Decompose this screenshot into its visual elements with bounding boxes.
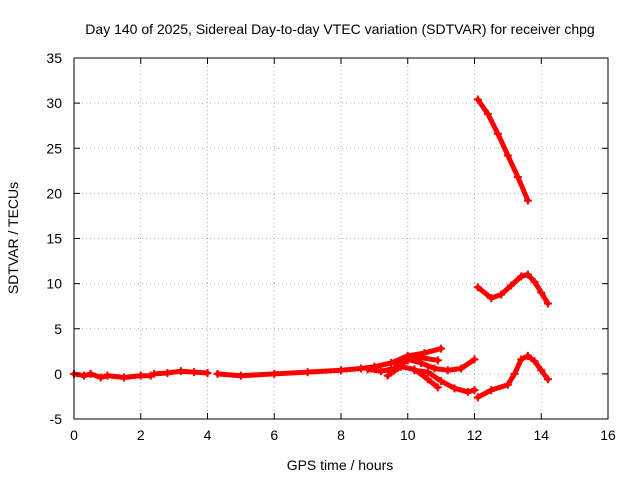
- data-point: [497, 290, 506, 299]
- data-point: [203, 368, 212, 377]
- y-tick-label: 20: [46, 185, 62, 201]
- data-point: [513, 173, 522, 182]
- data-point: [176, 367, 185, 376]
- x-tick-label: 14: [533, 427, 549, 443]
- data-point: [503, 380, 512, 389]
- data-point: [337, 366, 345, 375]
- series-trace-7: [410, 366, 479, 396]
- data-point: [470, 355, 479, 364]
- data-point: [363, 365, 372, 374]
- data-point: [473, 95, 482, 104]
- data-point: [136, 371, 145, 380]
- x-tick-label: 2: [137, 427, 145, 443]
- data-point: [517, 272, 526, 281]
- data-point: [390, 359, 399, 368]
- data-point: [507, 281, 516, 290]
- data-point: [523, 196, 532, 205]
- data-point: [430, 364, 439, 373]
- data-point: [80, 371, 89, 380]
- x-tick-label: 0: [70, 427, 78, 443]
- y-tick-label: 15: [46, 231, 62, 247]
- data-point: [270, 369, 279, 378]
- y-tick-label: 0: [54, 366, 62, 382]
- data-point: [457, 364, 466, 373]
- axis-ticks: 0 2 4 6 8 10 12 14 16 -5 0 5 10 15 20 25 30 35: [46, 50, 616, 443]
- y-axis-label: SDTVAR / TECUs: [5, 182, 21, 294]
- data-point: [517, 355, 526, 364]
- data-point: [473, 393, 482, 402]
- series-line: [475, 272, 551, 306]
- y-tick-label: -5: [50, 411, 63, 427]
- y-tick-label: 30: [46, 95, 62, 111]
- data-point: [437, 377, 446, 386]
- data-point: [537, 366, 546, 375]
- data-point: [537, 288, 546, 297]
- y-tick-label: 25: [46, 140, 62, 156]
- series-trace-10: [473, 95, 532, 205]
- data-point: [487, 386, 496, 395]
- data-point: [383, 371, 392, 380]
- data-point: [163, 368, 172, 377]
- data-point: [417, 359, 426, 368]
- data-point: [543, 299, 552, 308]
- data-point: [213, 369, 222, 378]
- y-tick-label: 10: [46, 276, 62, 292]
- data-point: [487, 294, 496, 303]
- data-point: [433, 356, 442, 365]
- x-tick-label: 6: [270, 427, 278, 443]
- x-tick-label: 4: [204, 427, 212, 443]
- data-point: [450, 384, 459, 393]
- data-point: [503, 151, 512, 160]
- data-point: [483, 109, 492, 118]
- y-tick-label: 5: [54, 321, 62, 337]
- data-point: [543, 375, 552, 384]
- series-trace-5: [390, 355, 479, 375]
- data-point: [523, 270, 532, 279]
- data-point: [530, 277, 539, 286]
- data-point: [433, 383, 442, 392]
- chart-title: Day 140 of 2025, Sidereal Day-to-day VTE…: [85, 21, 594, 37]
- x-tick-label: 10: [400, 427, 416, 443]
- data-point: [86, 369, 95, 378]
- data-point: [150, 369, 159, 378]
- data-point: [410, 366, 419, 375]
- grid: [74, 58, 608, 419]
- data-point: [443, 366, 452, 375]
- data-layer: [70, 95, 552, 402]
- data-point: [103, 371, 112, 380]
- data-point: [377, 367, 386, 376]
- data-point: [530, 357, 539, 366]
- data-point: [463, 387, 472, 396]
- series-line: [475, 97, 531, 204]
- data-point: [120, 373, 129, 382]
- series-trace-2: [150, 367, 212, 378]
- series-trace-1: [70, 369, 155, 382]
- data-point: [190, 368, 199, 377]
- data-point: [96, 373, 105, 382]
- y-tick-label: 35: [46, 50, 62, 66]
- data-point: [357, 364, 366, 373]
- x-axis-label: GPS time / hours: [287, 457, 394, 473]
- x-tick-label: 16: [600, 427, 616, 443]
- data-point: [397, 362, 406, 371]
- x-tick-label: 8: [337, 427, 345, 443]
- data-point: [523, 351, 532, 360]
- data-point: [510, 369, 519, 378]
- data-point: [493, 129, 502, 138]
- data-point: [423, 375, 432, 384]
- data-point: [236, 371, 245, 380]
- data-point: [423, 368, 432, 377]
- data-point: [473, 283, 482, 292]
- series-trace-9: [473, 270, 552, 308]
- data-point: [470, 386, 479, 395]
- data-point: [403, 355, 412, 364]
- series-trace-8: [473, 351, 552, 402]
- data-point: [437, 344, 446, 353]
- x-tick-label: 12: [467, 427, 483, 443]
- data-point: [303, 368, 312, 377]
